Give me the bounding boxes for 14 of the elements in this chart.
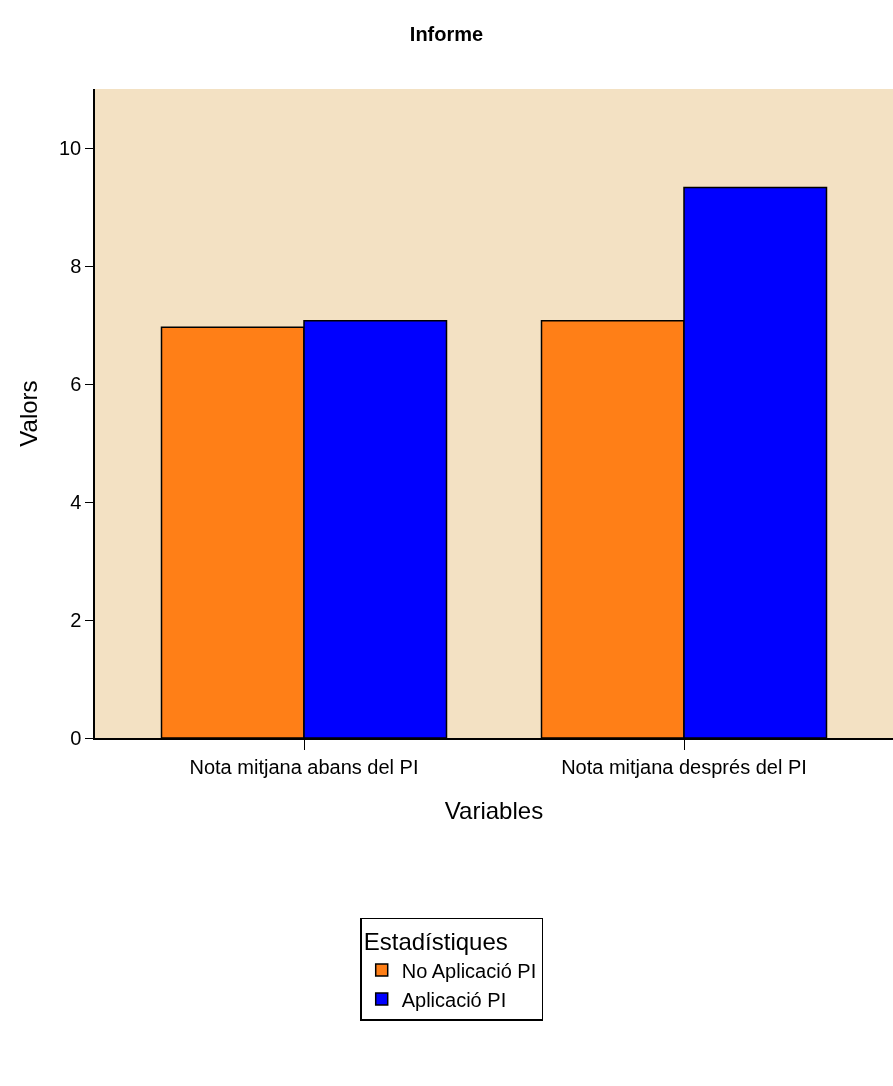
legend-title: Estadístiques xyxy=(363,928,508,956)
chart-title: Informe xyxy=(409,23,484,46)
x-tick-label: Nota mitjana després del PI xyxy=(561,755,807,778)
legend-label: Aplicació PI xyxy=(401,988,507,1011)
x-axis-title: Variables xyxy=(444,796,544,824)
y-tick-label: 6 xyxy=(70,373,82,395)
y-tick-label: 10 xyxy=(59,137,82,159)
y-tick-label: 2 xyxy=(70,609,82,631)
y-tick-label: 4 xyxy=(70,491,82,513)
y-axis-title: Valors xyxy=(14,380,42,447)
y-tick-label: 0 xyxy=(70,727,82,749)
x-tick-label: Nota mitjana abans del PI xyxy=(189,755,419,778)
legend-label: No Aplicació PI xyxy=(401,959,537,982)
y-tick-label: 8 xyxy=(70,255,82,277)
